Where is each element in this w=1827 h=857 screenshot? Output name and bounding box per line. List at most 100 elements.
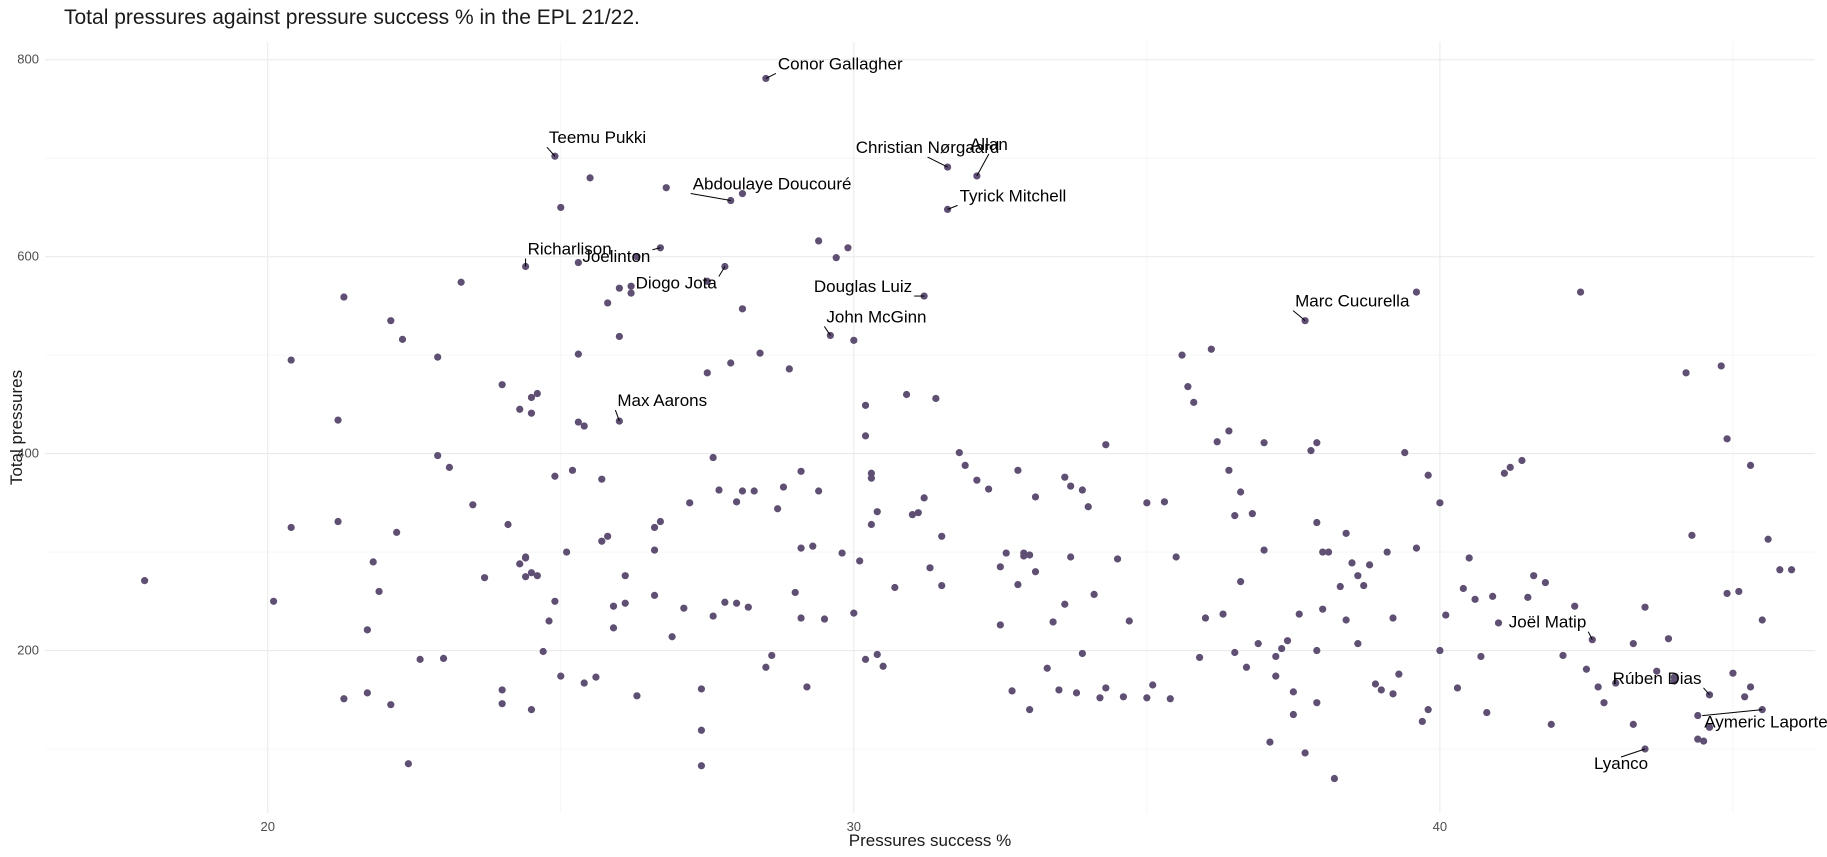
data-point [604,299,612,307]
data-point [1272,672,1280,680]
data-point [1119,693,1128,701]
data-point [908,511,917,519]
data-point [1547,720,1555,728]
data-point [1453,684,1462,692]
label-leader-line [1702,709,1763,717]
data-point [1700,737,1708,745]
data-point [803,683,811,691]
data-point [1418,717,1426,726]
data-point [774,505,782,513]
point-label: Joël Matip [1509,613,1586,632]
data-point [1383,548,1391,556]
data-point [1465,554,1473,562]
data-point [709,612,717,620]
data-point [1459,584,1467,593]
data-point [1213,438,1221,446]
data-point [574,418,582,426]
data-point [598,537,606,545]
label-leader-line [1620,748,1646,758]
data-point [516,560,524,568]
data-point [686,499,694,507]
data-point [627,282,635,290]
data-point [1184,383,1192,391]
data-point [1365,561,1374,569]
data-point [1694,735,1702,743]
data-point [1412,544,1421,552]
data-point [1424,706,1432,714]
point-label: Marc Cucurella [1295,292,1410,311]
data-point [738,487,747,495]
data-point [1776,566,1784,574]
data-point [340,293,348,301]
data-point [1764,535,1772,543]
data-point [1002,549,1010,557]
data-point [1078,486,1086,494]
data-point [1008,687,1016,695]
data-point [416,655,424,663]
data-point [598,475,606,483]
data-point [1641,603,1649,611]
point-label: Rúben Dias [1613,669,1702,688]
data-point [750,487,758,495]
point-label: Richarlison [528,240,612,259]
data-point [697,685,706,693]
data-point [1541,578,1549,587]
data-point [586,174,594,182]
data-point [604,532,612,540]
data-point [1471,595,1479,603]
data-point [557,672,565,680]
data-point [650,591,659,599]
data-point [668,633,676,641]
y-tick-label: 800 [17,52,39,67]
data-point [738,190,747,198]
data-point [480,574,489,582]
data-point [1248,510,1256,518]
data-point [1160,498,1169,506]
data-point [1166,695,1174,703]
y-axis-title: Total pressures [7,370,26,485]
data-point [434,451,442,460]
data-point [1026,551,1034,559]
data-point [551,597,559,605]
data-point [1746,461,1755,470]
data-point [656,517,664,526]
data-point [1237,578,1245,586]
data-point [844,244,852,252]
data-point [856,557,864,565]
data-point [1371,680,1380,688]
data-point [791,588,799,597]
data-point [1524,593,1532,601]
data-point [434,353,442,361]
data-point [850,609,858,617]
data-point [873,508,881,516]
data-point [527,706,536,714]
data-point [1758,616,1766,624]
data-point [609,602,618,610]
label-leader-line [765,72,777,79]
data-point [1031,568,1040,576]
data-point [1219,610,1227,618]
data-point [756,349,764,357]
data-point [762,663,770,671]
data-point [1629,640,1637,648]
data-point [1295,610,1303,618]
data-point [902,390,911,399]
data-point [387,317,395,325]
data-point [533,389,541,398]
data-point [516,405,524,413]
data-point [269,597,278,605]
data-point [1389,690,1397,698]
data-point [1582,665,1591,673]
data-point [1260,439,1268,447]
data-point [961,461,969,470]
data-point [557,203,565,212]
data-point [1102,441,1110,449]
x-axis-title: Pressures success % [849,831,1012,850]
data-point [1231,512,1239,520]
data-point [1500,469,1508,477]
data-point [938,581,946,590]
data-point [1571,602,1579,610]
data-point [533,572,541,580]
point-label: Joelinton [582,247,650,266]
point-label: Tyrick Mitchell [960,186,1067,205]
